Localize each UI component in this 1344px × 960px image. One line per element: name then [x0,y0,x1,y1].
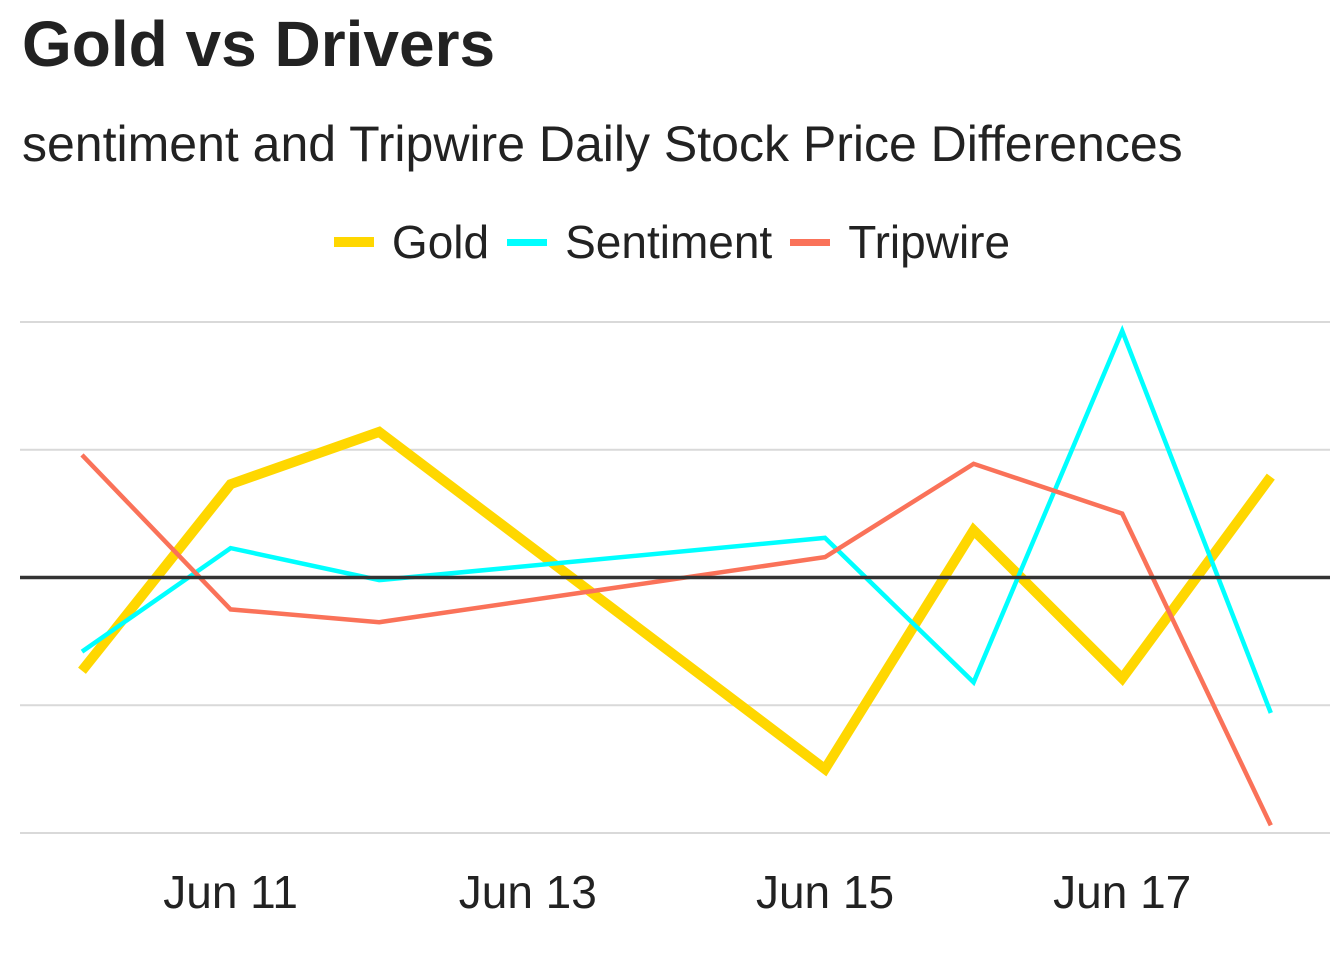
x-axis-ticks: Jun 11 Jun 13 Jun 15 Jun 17 [163,866,1191,918]
chart-title: Gold vs Drivers [22,8,496,80]
x-tick-label: Jun 17 [1053,866,1191,918]
legend-key-gold [333,237,374,247]
legend-item-sentiment: Sentiment [507,215,772,269]
series-line-tripwire [80,453,1273,827]
legend-label-gold: Gold [391,216,490,268]
series-line-gold [78,426,1275,777]
legend-label-sentiment: Sentiment [565,216,773,268]
series-line-sentiment [80,324,1273,714]
legend-item-tripwire: Tripwire [790,215,1010,269]
x-tick-label: Jun 13 [459,866,597,918]
x-tick-label: Jun 11 [163,866,298,918]
series-layer [20,324,1330,827]
legend-label-tripwire: Tripwire [848,216,1011,268]
legend: Gold Sentiment Tripwire [0,214,1344,270]
legend-key-sentiment [507,238,548,246]
x-tick-label: Jun 15 [756,866,894,918]
legend-key-tripwire [790,238,831,246]
chart-subtitle: sentiment and Tripwire Daily Stock Price… [22,116,1183,172]
legend-item-gold: Gold [333,215,490,269]
